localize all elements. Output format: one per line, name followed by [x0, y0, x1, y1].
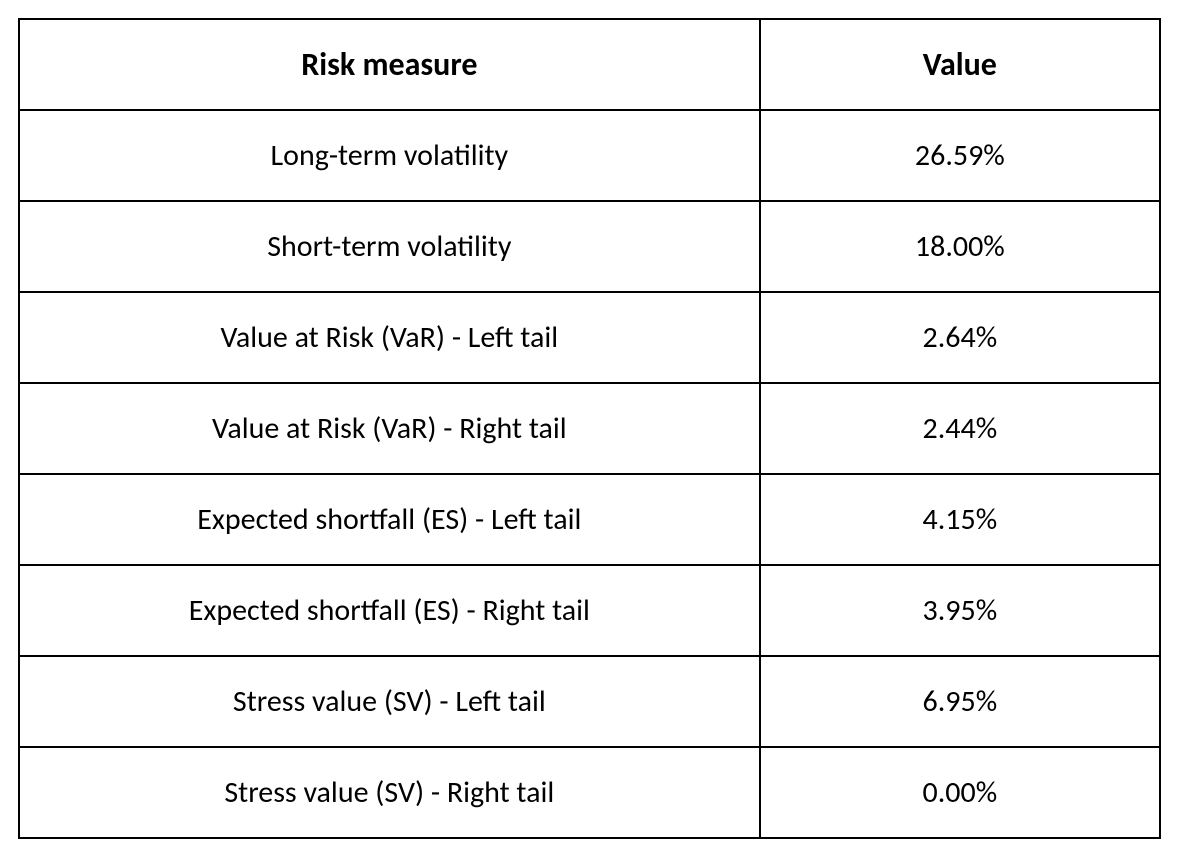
cell-measure: Long-term volatility	[19, 110, 760, 201]
cell-measure: Expected shortfall (ES) - Right tail	[19, 565, 760, 656]
cell-measure: Stress value (SV) - Left tail	[19, 656, 760, 747]
table-row: Short-term volatility 18.00%	[19, 201, 1160, 292]
table-row: Expected shortfall (ES) - Left tail 4.15…	[19, 474, 1160, 565]
cell-value: 26.59%	[760, 110, 1160, 201]
risk-measures-table: Risk measure Value Long-term volatility …	[18, 18, 1161, 839]
table-row: Stress value (SV) - Right tail 0.00%	[19, 747, 1160, 838]
cell-value: 6.95%	[760, 656, 1160, 747]
column-header-measure: Risk measure	[19, 19, 760, 110]
table-header-row: Risk measure Value	[19, 19, 1160, 110]
table-row: Value at Risk (VaR) - Right tail 2.44%	[19, 383, 1160, 474]
table-row: Stress value (SV) - Left tail 6.95%	[19, 656, 1160, 747]
cell-value: 2.64%	[760, 292, 1160, 383]
table-row: Expected shortfall (ES) - Right tail 3.9…	[19, 565, 1160, 656]
cell-value: 18.00%	[760, 201, 1160, 292]
column-header-value: Value	[760, 19, 1160, 110]
cell-value: 0.00%	[760, 747, 1160, 838]
cell-measure: Stress value (SV) - Right tail	[19, 747, 760, 838]
cell-measure: Short-term volatility	[19, 201, 760, 292]
cell-measure: Expected shortfall (ES) - Left tail	[19, 474, 760, 565]
cell-value: 4.15%	[760, 474, 1160, 565]
cell-value: 3.95%	[760, 565, 1160, 656]
cell-value: 2.44%	[760, 383, 1160, 474]
cell-measure: Value at Risk (VaR) - Left tail	[19, 292, 760, 383]
table-row: Value at Risk (VaR) - Left tail 2.64%	[19, 292, 1160, 383]
cell-measure: Value at Risk (VaR) - Right tail	[19, 383, 760, 474]
table-row: Long-term volatility 26.59%	[19, 110, 1160, 201]
